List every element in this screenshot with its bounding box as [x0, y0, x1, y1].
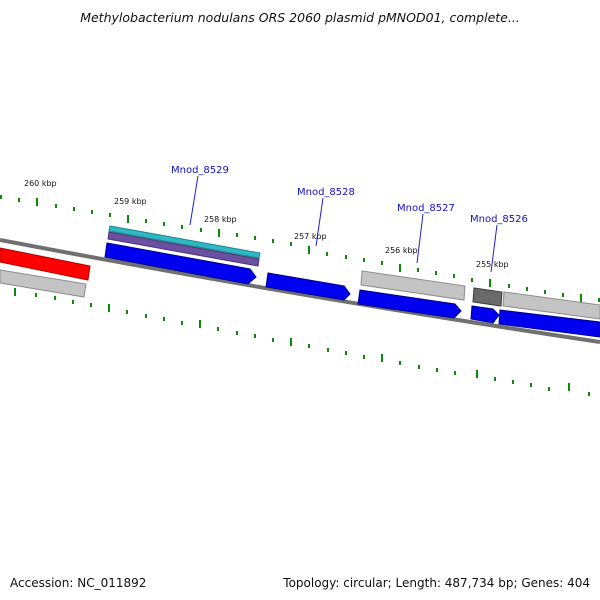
- misc-feature-purple[interactable]: [107, 231, 260, 267]
- gene-label-leaders: [189, 175, 498, 273]
- cds-feature-mnod-8526[interactable]: [470, 305, 500, 324]
- repeat-region-feature[interactable]: [108, 225, 261, 259]
- kbp-label-257: 257 kbp: [294, 232, 327, 241]
- outer-tick-ring: [0, 195, 600, 302]
- gene-label-mnod-8527[interactable]: Mnod_8527: [397, 203, 455, 214]
- gene-label-mnod-8526[interactable]: Mnod_8526: [470, 214, 528, 225]
- genome-backbone: [0, 238, 600, 344]
- cds-feature-mnod-8527[interactable]: [357, 289, 462, 319]
- kbp-label-259: 259 kbp: [114, 197, 147, 206]
- cds-feature-mnod-8529[interactable]: [104, 242, 257, 285]
- gene-label-mnod-8529[interactable]: Mnod_8529: [171, 165, 229, 176]
- cds-feature-mnod-8528[interactable]: [265, 272, 351, 301]
- kbp-label-256: 256 kbp: [385, 246, 418, 255]
- inner-tick-ring: [14, 288, 590, 396]
- gene-feature-mnod-8526[interactable]: [472, 287, 503, 307]
- map-title: Methylobacterium nodulans ORS 2060 plasm…: [80, 10, 520, 25]
- kbp-label-258: 258 kbp: [204, 215, 237, 224]
- gene-feature-left[interactable]: [0, 269, 87, 298]
- accession-text: Accession: NC_011892: [10, 576, 147, 590]
- kbp-label-260: 260 kbp: [24, 179, 57, 188]
- topology-summary: Topology: circular; Length: 487,734 bp; …: [283, 576, 590, 590]
- highlight-feature[interactable]: [0, 247, 91, 281]
- gene-label-mnod-8528[interactable]: Mnod_8528: [297, 187, 355, 198]
- gene-feature-right[interactable]: [502, 291, 600, 320]
- cds-feature-right[interactable]: [498, 309, 600, 338]
- gene-feature-mnod-8527[interactable]: [360, 270, 466, 301]
